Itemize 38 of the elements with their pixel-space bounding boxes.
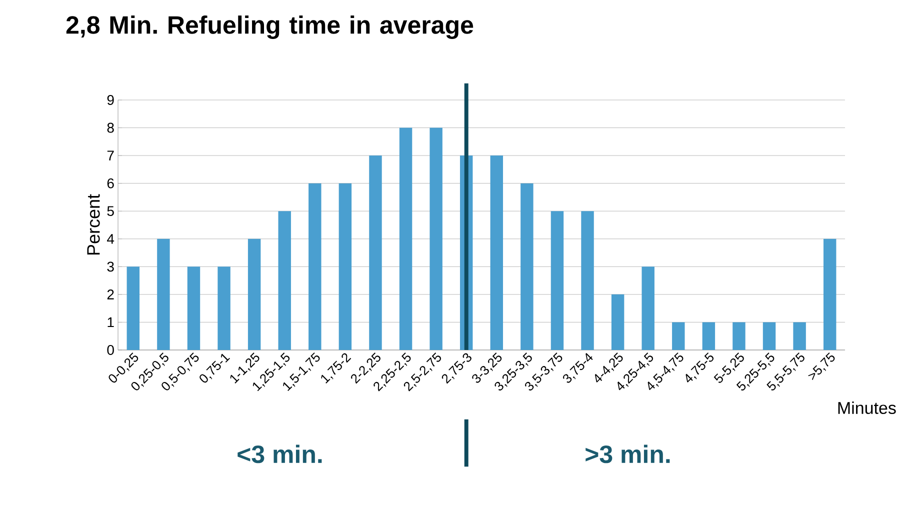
bar	[702, 322, 716, 350]
bar	[187, 266, 200, 350]
bar	[490, 156, 504, 350]
bar	[642, 266, 654, 350]
text: >3 min.	[586, 444, 670, 464]
bar	[672, 322, 685, 350]
y-tick-label: 8	[107, 122, 114, 133]
bar	[732, 322, 746, 350]
bar	[308, 183, 322, 350]
y-tick-label: 0	[107, 345, 114, 355]
bar	[338, 183, 352, 350]
y-tick-label: 5	[107, 206, 114, 216]
text: <3 min.	[238, 444, 322, 464]
y-tick-label: 4	[107, 234, 114, 244]
y-tick-label: 1	[108, 317, 114, 328]
chart-title: 2,8 Min. Refueling time in average	[66, 16, 474, 39]
bar	[126, 266, 140, 350]
bar	[520, 183, 534, 350]
y-tick-label: 2	[107, 290, 114, 300]
bar	[278, 211, 291, 350]
y-tick-label: 6	[107, 178, 114, 188]
bar	[762, 322, 776, 350]
bar	[157, 238, 170, 350]
bar	[399, 128, 412, 350]
bar	[793, 322, 806, 350]
y-tick-label: 7	[107, 150, 114, 160]
x-axis-title: Minutes	[838, 402, 896, 414]
bar	[369, 156, 382, 350]
bar	[430, 128, 442, 350]
bar	[823, 238, 836, 350]
y-tick-label: 3	[107, 262, 114, 272]
bar	[550, 211, 564, 350]
bar	[218, 266, 230, 350]
y-axis-title: Percent	[87, 194, 100, 255]
y-tick-label: 9	[107, 95, 114, 105]
bar	[611, 294, 624, 350]
bar	[581, 211, 594, 350]
bar	[248, 238, 261, 350]
